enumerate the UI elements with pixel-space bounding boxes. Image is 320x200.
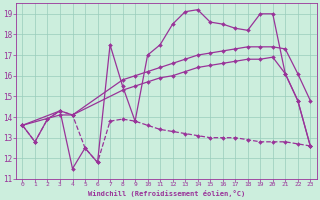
X-axis label: Windchill (Refroidissement éolien,°C): Windchill (Refroidissement éolien,°C) (88, 190, 245, 197)
